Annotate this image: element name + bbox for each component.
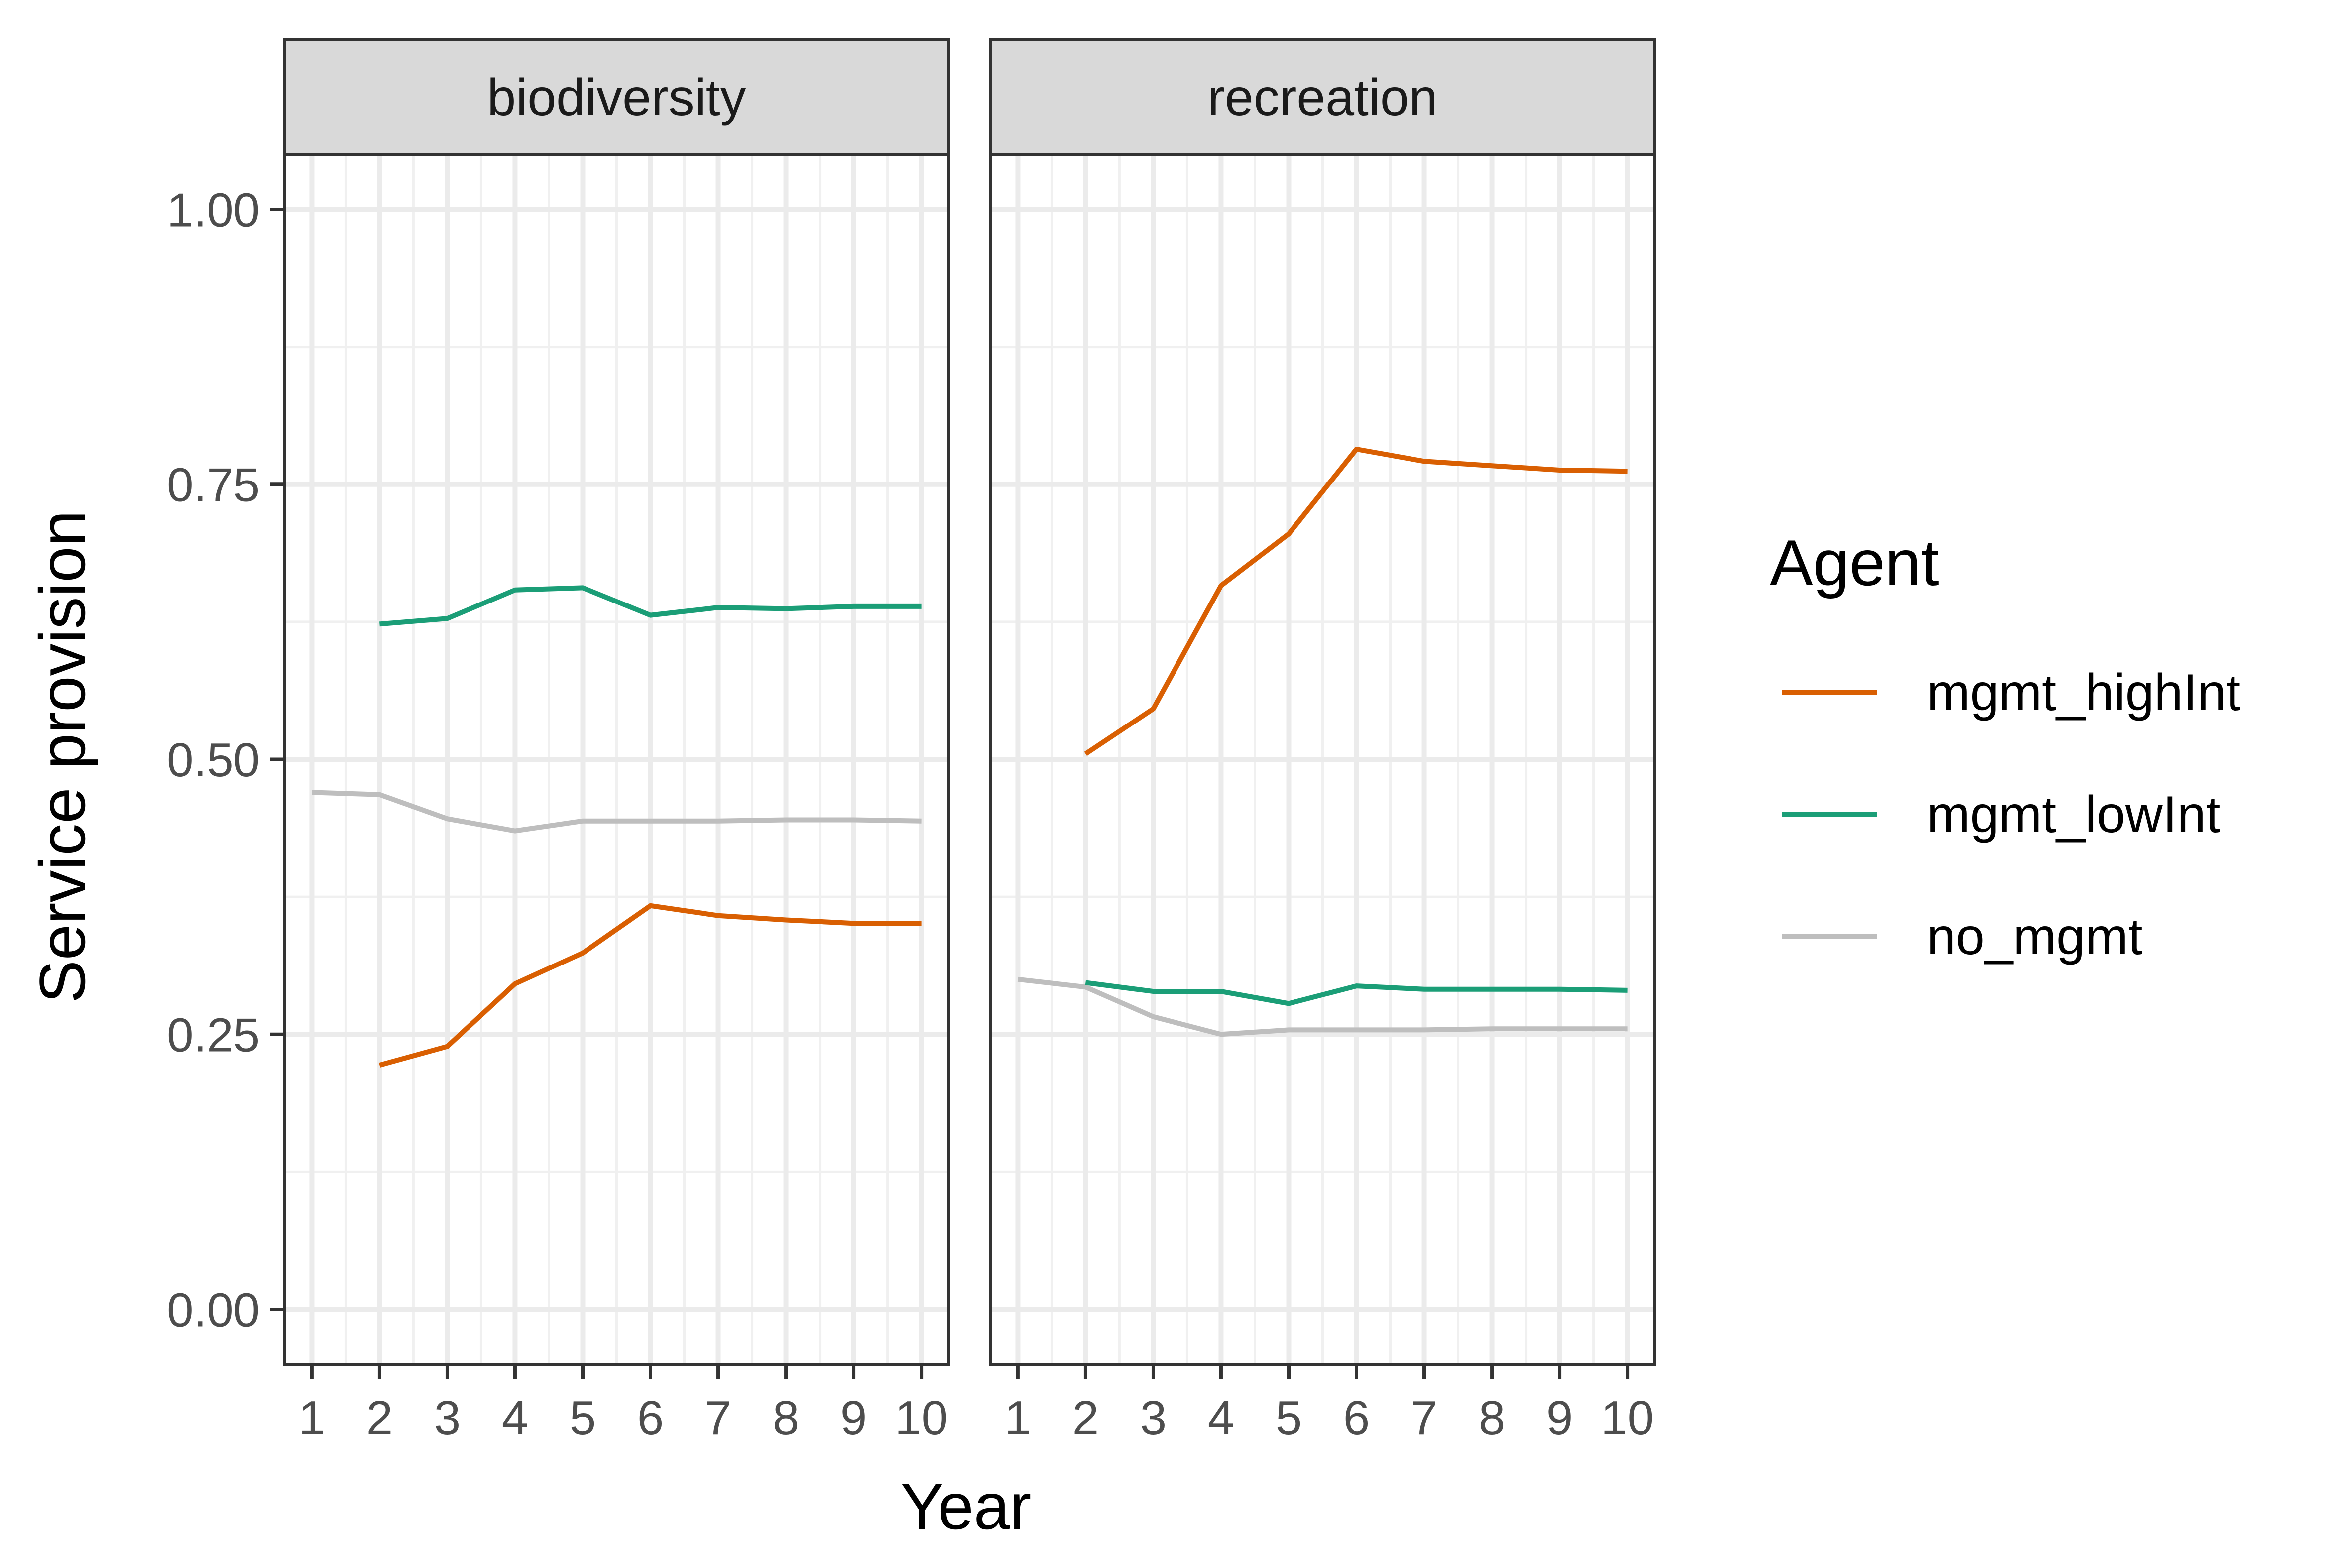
x-tick-label: 3 [434, 1391, 461, 1445]
y-tick-label: 0.25 [167, 1008, 260, 1062]
x-tick-label: 3 [1140, 1391, 1167, 1445]
y-tick-label: 1.00 [167, 183, 260, 237]
series-line-no_mgmt [312, 790, 922, 834]
x-tick-label: 8 [773, 1391, 799, 1445]
series-line-no_mgmt [1017, 976, 1628, 1037]
legend: Agent mgmt_highInt mgmt_lowInt no_mgmt [1770, 526, 2240, 965]
facet-strip-label: recreation [1207, 69, 1437, 126]
y-tick-label: 0.00 [167, 1284, 260, 1337]
x-tick-label: 10 [895, 1391, 948, 1445]
facet-strip [283, 38, 950, 156]
x-tick-label: 1 [1005, 1391, 1031, 1445]
legend-label-mgmt_highInt: mgmt_highInt [1927, 664, 2240, 722]
series-line-mgmt_lowInt [379, 585, 922, 627]
y-axis: 0.00 0.25 0.50 0.75 1.00 [167, 183, 285, 1337]
x-tick-label: 1 [299, 1391, 325, 1445]
legend-entry-mgmt_highInt: mgmt_highInt [1782, 664, 2240, 722]
facet-strip-label: biodiversity [487, 69, 746, 126]
legend-entry-mgmt_lowInt: mgmt_lowInt [1782, 786, 2221, 844]
x-axis-title: Year [901, 1470, 1032, 1543]
y-axis-title: Service provision [26, 510, 99, 1003]
y-tick-label: 0.75 [167, 459, 260, 512]
y-tick-label: 0.50 [167, 733, 260, 787]
x-tick-label: 4 [502, 1391, 528, 1445]
panel-biodiversity: biodiversity 1 2 3 4 5 6 7 8 9 10 [283, 38, 950, 1445]
x-tick-label: 5 [570, 1391, 596, 1445]
x-tick-label: 9 [1546, 1391, 1573, 1445]
legend-entry-no_mgmt: no_mgmt [1782, 908, 2143, 965]
legend-label-no_mgmt: no_mgmt [1927, 908, 2143, 965]
x-tick-label: 6 [637, 1391, 664, 1445]
facet-strip [989, 38, 1656, 156]
panel-recreation: recreation 1 2 3 4 5 6 7 8 9 10 [989, 38, 1656, 1445]
x-tick-label: 9 [840, 1391, 867, 1445]
x-tick-label: 7 [1411, 1391, 1437, 1445]
x-tick-label: 2 [366, 1391, 393, 1445]
x-tick-label: 5 [1276, 1391, 1302, 1445]
series-line-mgmt_lowInt [1085, 980, 1628, 1006]
x-tick-label: 7 [705, 1391, 731, 1445]
legend-title: Agent [1770, 526, 1939, 599]
x-tick-label: 6 [1343, 1391, 1370, 1445]
x-tick-label: 8 [1479, 1391, 1505, 1445]
series-line-mgmt_highInt [379, 903, 922, 1068]
x-tick-label: 2 [1072, 1391, 1099, 1445]
x-tick-label: 10 [1601, 1391, 1654, 1445]
x-tick-label: 4 [1208, 1391, 1234, 1445]
legend-label-mgmt_lowInt: mgmt_lowInt [1927, 786, 2221, 844]
series-line-mgmt_highInt [1084, 447, 1628, 756]
